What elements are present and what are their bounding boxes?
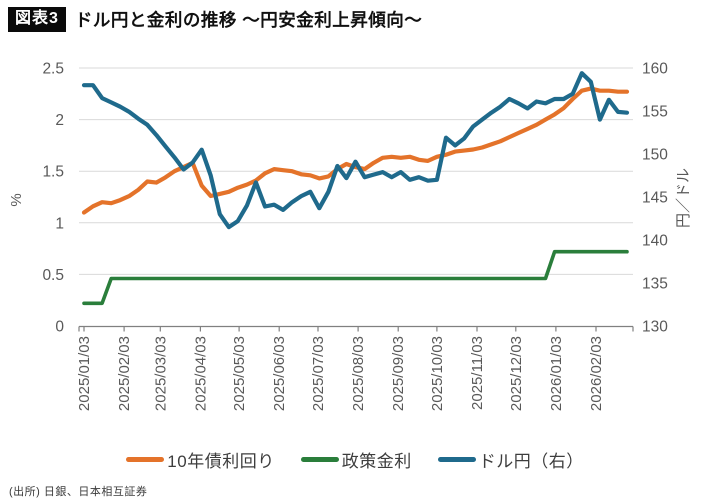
left-tick-label: 1 [55,215,64,232]
legend-item-policy-rate: 政策金利 [300,447,412,472]
left-tick-label: 2.5 [42,61,64,78]
x-tick-label: 2025/08/03 [350,336,367,411]
legend-swatch-policy-rate [300,457,339,462]
right-tick-label: 155 [642,104,668,121]
left-tick-label: 1.5 [42,164,64,181]
page-title: ドル円と金利の推移 〜円安金利上昇傾向〜 [74,10,423,30]
right-tick-label: 135 [642,276,668,293]
x-tick-label: 2025/05/03 [231,336,248,411]
x-tick-label: 2025/02/03 [116,336,133,411]
right-tick-label: 130 [642,319,668,336]
left-tick-label: 2 [55,112,64,129]
x-tick-label: 2025/03/03 [152,336,169,411]
x-tick-label: 2026/02/03 [588,336,605,411]
right-tick-label: 145 [642,190,668,207]
x-tick-label: 2025/01/03 [76,336,93,411]
x-tick-label: 2026/01/03 [548,336,565,411]
right-tick-label: 140 [642,233,668,250]
x-tick-label: 2025/09/03 [390,336,407,411]
series-line-usd-jpy [81,71,630,230]
right-tick-label: 160 [642,61,668,78]
header: 図表3 ドル円と金利の推移 〜円安金利上昇傾向〜 [8,7,422,32]
legend-label: 10年債利回り [167,452,275,471]
series-line-10y-yield [81,86,630,215]
left-axis-title: % [8,193,25,206]
series-line-policy-rate [82,249,629,306]
figure-number-badge: 図表3 [8,7,66,32]
source-attribution: (出所) 日銀、日本相互証券 [9,486,148,498]
legend-swatch-usd-jpy [437,457,476,462]
x-tick-label: 2025/06/03 [271,336,288,411]
left-tick-label: 0.5 [42,267,64,284]
legend-swatch-10y-yield [126,457,165,462]
legend-label: ドル円（右） [478,452,584,471]
right-axis-title: 円／ドル [675,168,692,228]
x-tick-label: 2025/10/03 [429,336,446,411]
right-tick-label: 150 [642,147,668,164]
x-tick-label: 2025/11/03 [469,336,486,410]
legend: 10年債利回り 政策金利 ドル円（右） [0,447,710,472]
x-tick-label: 2025/04/03 [192,336,209,411]
legend-item-usd-jpy: ドル円（右） [437,447,584,472]
legend-label: 政策金利 [341,452,412,471]
left-tick-label: 0 [55,319,64,336]
x-tick-label: 2025/07/03 [310,336,327,411]
legend-item-10y-yield: 10年債利回り [126,447,274,472]
chart-canvas: 2025/01/03 2025/02/03 2025/03/03 2025/04/03… [8,61,692,412]
x-tick-label: 2025/12/03 [508,336,525,411]
